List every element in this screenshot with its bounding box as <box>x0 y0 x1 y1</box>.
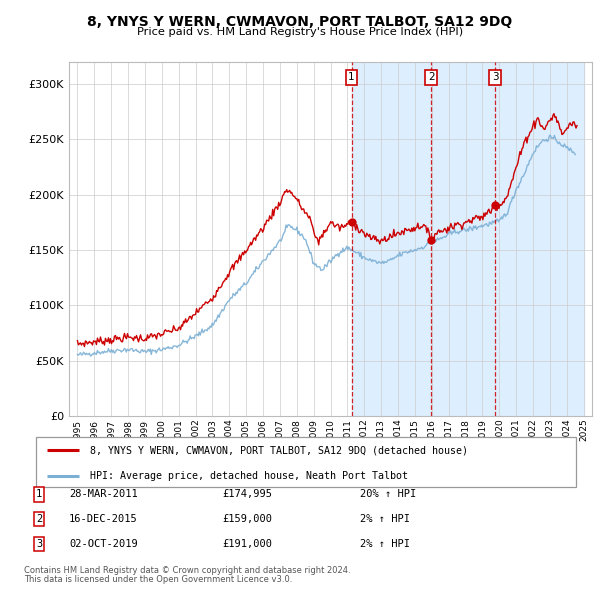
Text: 1: 1 <box>348 73 355 83</box>
Text: 1: 1 <box>36 490 42 499</box>
Text: 16-DEC-2015: 16-DEC-2015 <box>69 514 138 524</box>
Text: £191,000: £191,000 <box>222 539 272 549</box>
Text: 2% ↑ HPI: 2% ↑ HPI <box>360 539 410 549</box>
Text: 28-MAR-2011: 28-MAR-2011 <box>69 490 138 499</box>
Text: 20% ↑ HPI: 20% ↑ HPI <box>360 490 416 499</box>
Text: 02-OCT-2019: 02-OCT-2019 <box>69 539 138 549</box>
Text: Contains HM Land Registry data © Crown copyright and database right 2024.: Contains HM Land Registry data © Crown c… <box>24 566 350 575</box>
Text: £159,000: £159,000 <box>222 514 272 524</box>
Bar <box>352 62 584 416</box>
Text: 8, YNYS Y WERN, CWMAVON, PORT TALBOT, SA12 9DQ: 8, YNYS Y WERN, CWMAVON, PORT TALBOT, SA… <box>88 15 512 29</box>
Text: 3: 3 <box>492 73 499 83</box>
Text: 2: 2 <box>428 73 434 83</box>
Text: 2% ↑ HPI: 2% ↑ HPI <box>360 514 410 524</box>
FancyBboxPatch shape <box>36 437 576 487</box>
Text: This data is licensed under the Open Government Licence v3.0.: This data is licensed under the Open Gov… <box>24 575 292 584</box>
Text: 2: 2 <box>36 514 42 524</box>
Text: Price paid vs. HM Land Registry's House Price Index (HPI): Price paid vs. HM Land Registry's House … <box>137 27 463 37</box>
Text: £174,995: £174,995 <box>222 490 272 499</box>
Text: 8, YNYS Y WERN, CWMAVON, PORT TALBOT, SA12 9DQ (detached house): 8, YNYS Y WERN, CWMAVON, PORT TALBOT, SA… <box>90 445 468 455</box>
Text: 3: 3 <box>36 539 42 549</box>
Text: HPI: Average price, detached house, Neath Port Talbot: HPI: Average price, detached house, Neat… <box>90 471 408 481</box>
